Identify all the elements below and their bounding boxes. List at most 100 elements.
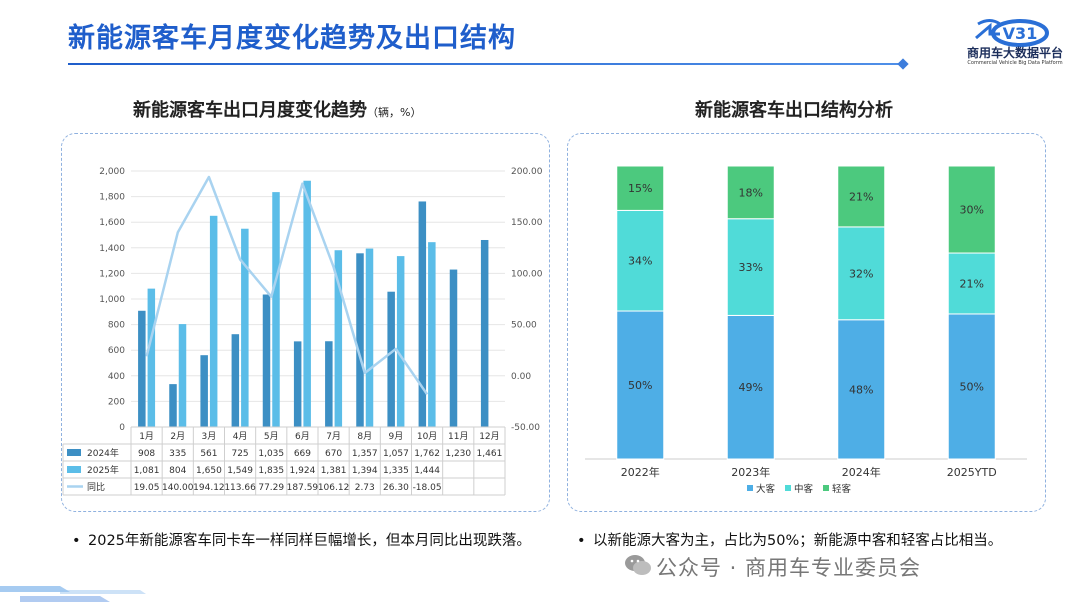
table-cell: 1,924 (290, 466, 316, 476)
table-cell: 1,549 (227, 466, 253, 476)
legend: 大客 中客 轻客 (747, 483, 852, 495)
left-axis-tick: 1,000 (99, 295, 125, 305)
bar-2024 (480, 239, 489, 427)
wechat-icon (625, 555, 651, 575)
bullet-dot: • (577, 533, 586, 549)
legend-label: 2025年 (87, 464, 119, 476)
segment-轻客 (837, 165, 886, 228)
right-axis-tick: 50.00 (511, 321, 537, 331)
segment-大客 (616, 310, 665, 460)
monthly-trend-chart: 0 200 400 600 800 1,000 1,200 1,400 1,600 1,800 2,… (62, 167, 543, 496)
bar-2025 (241, 228, 249, 427)
right-axis-tick: 100.00 (511, 269, 543, 279)
segment-中客 (837, 226, 886, 321)
bar-2024 (138, 310, 146, 427)
table-cell: 140.00 (162, 483, 194, 493)
bar-2025 (272, 192, 280, 427)
month-label: 5月 (264, 431, 279, 442)
month-label: 10月 (417, 431, 437, 442)
category-label: 2023年 (731, 465, 770, 479)
segment-轻客 (947, 165, 996, 254)
logo-swoosh-icon (977, 19, 1001, 26)
table-cell: 725 (231, 449, 248, 459)
platform-logo: V31 (975, 19, 1049, 47)
table-cell: 187.59 (287, 483, 319, 493)
segment-label: 21% (849, 190, 873, 203)
bar-2025 (396, 256, 405, 427)
category-label: 2025YTD (947, 466, 997, 479)
bar-2025 (303, 180, 311, 427)
left-axis-tick: 0 (119, 423, 125, 433)
table-cell: 1,057 (383, 449, 409, 459)
month-label: 8月 (357, 431, 372, 442)
left-axis-tick: 200 (108, 397, 125, 407)
bar-2024 (293, 341, 302, 427)
table-cell: 669 (294, 449, 311, 459)
legend-label: 大客 (756, 483, 776, 495)
table-cell: 1,035 (258, 449, 284, 459)
legend-swatch-2024年 (67, 449, 81, 456)
month-label: 2月 (170, 431, 185, 442)
right-axis-tick: 200.00 (511, 167, 543, 177)
month-label: 1月 (139, 431, 154, 442)
left-axis-tick: 2,000 (99, 167, 125, 177)
left-panel-title: 新能源客车出口月度变化趋势（辆，%） (133, 96, 421, 122)
table-cell: 1,650 (196, 466, 222, 476)
table-cell: 19.05 (134, 483, 160, 493)
segment-轻客 (726, 165, 775, 220)
segment-label: 21% (960, 277, 984, 290)
segment-label: 34% (628, 255, 652, 268)
yoy-line (145, 175, 429, 396)
month-label: 9月 (389, 431, 404, 442)
bar-2024 (200, 355, 208, 427)
table-cell: 1,081 (134, 466, 160, 476)
logo-name: 商用车大数据平台 (966, 46, 1063, 60)
legend-label: 中客 (794, 483, 814, 495)
segment-label: 50% (960, 380, 984, 393)
segment-中客 (616, 209, 665, 312)
table-cell: 908 (138, 449, 155, 459)
table-cell: 106.12 (318, 483, 350, 493)
left-bullet-text: 2025年新能源客车同卡车一样同样巨幅增长，但本月同比出现跌落。 (88, 533, 531, 549)
category-label: 2022年 (621, 465, 660, 479)
bar-2024 (262, 294, 271, 427)
legend-swatch-2025年 (67, 466, 81, 473)
logo-mark: V31 (1003, 24, 1038, 43)
title-diamond (897, 58, 909, 70)
bar-2025 (209, 215, 218, 427)
right-panel-title: 新能源客车出口结构分析 (695, 100, 893, 121)
table-cell: 670 (325, 449, 342, 459)
wechat-account: 公众号 · 商用车专业委员会 (656, 556, 922, 580)
left-axis-tick: 1,600 (99, 218, 125, 228)
month-label: 12月 (479, 431, 499, 442)
bar-2024 (356, 253, 364, 427)
left-panel-unit: （辆，%） (367, 106, 422, 119)
corner-decoration (0, 586, 146, 602)
bullet-dot: • (72, 533, 81, 549)
table-cell: -18.05 (413, 483, 442, 493)
segment-label: 32% (849, 267, 873, 280)
table-cell: 1,461 (477, 449, 503, 459)
data-table: 1月 2月 3月 4月 5月 6月 7月 8月 9月 10月 11月 12月 2024年 908 335 56… (62, 426, 506, 496)
bar-2025 (178, 324, 187, 427)
table-cell: 561 (200, 449, 217, 459)
bar-2024 (418, 201, 427, 427)
table-cell: 1,381 (321, 466, 347, 476)
legend-swatch-中客 (785, 485, 791, 491)
left-bullet: • 2025年新能源客车同卡车一样同样巨幅增长，但本月同比出现跌落。 (72, 530, 538, 552)
month-label: 11月 (448, 431, 468, 442)
month-label: 3月 (202, 431, 217, 442)
segment-大客 (726, 314, 775, 460)
table-cell: 1,394 (352, 466, 378, 476)
table-cell: 804 (169, 466, 186, 476)
table-cell: 113.66 (224, 483, 256, 493)
table-cell: 1,230 (445, 449, 471, 459)
table-cell: 335 (169, 449, 186, 459)
left-axis-tick: 600 (108, 346, 125, 356)
table-cell: 1,444 (414, 466, 440, 476)
right-axis-tick: 0.00 (511, 372, 531, 382)
left-axis-tick: 400 (108, 372, 125, 382)
table-cell: 1,357 (352, 449, 378, 459)
table-cell: 1,762 (414, 449, 440, 459)
table-cell: 77.29 (258, 483, 284, 493)
